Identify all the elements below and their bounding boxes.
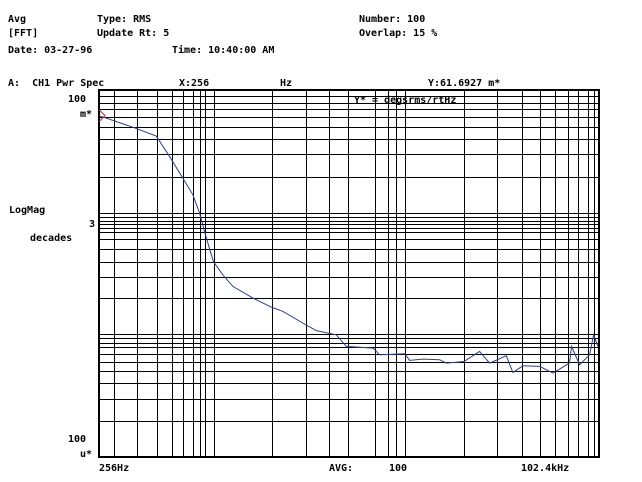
x-readout: X:256 xyxy=(179,78,210,89)
x-end-label: 102.4kHz xyxy=(521,463,570,474)
number-label: Number: 100 xyxy=(359,14,426,25)
cursor-marker xyxy=(98,109,106,123)
y-axis-label: LogMag xyxy=(9,205,46,216)
channel-label: A: CH1 Pwr Spec xyxy=(8,78,105,89)
x-start-label: 256Hz xyxy=(99,463,130,474)
y-readout: Y:61.6927 m* xyxy=(428,78,501,89)
y-top-label: 100 xyxy=(68,94,87,105)
plot-frame xyxy=(98,89,600,458)
y-bottom-label: 100 xyxy=(68,434,87,445)
type-label: Type: RMS xyxy=(97,14,152,25)
avg-value: 100 xyxy=(389,463,408,474)
y-bottom-unit: u* xyxy=(80,449,93,460)
avg-label: AVG: xyxy=(329,463,354,474)
grid xyxy=(98,89,600,458)
date-label: Date: 03-27-96 xyxy=(8,45,93,56)
fft-label: [FFT] xyxy=(8,28,39,39)
unit-annotation: Y* = degsrms/rtHz xyxy=(354,95,457,106)
time-label: Time: 10:40:00 AM xyxy=(172,45,275,56)
overlap-label: Overlap: 15 % xyxy=(359,28,438,39)
y-top-unit: m* xyxy=(80,109,93,120)
y-axis-label-decades: decades xyxy=(30,233,73,244)
x-unit: Hz xyxy=(280,78,293,89)
y-decades-value: 3 xyxy=(89,219,96,230)
avg-mode: Avg xyxy=(8,14,27,25)
spectrum-trace xyxy=(98,115,599,374)
update-rate: Update Rt: 5 xyxy=(97,28,170,39)
